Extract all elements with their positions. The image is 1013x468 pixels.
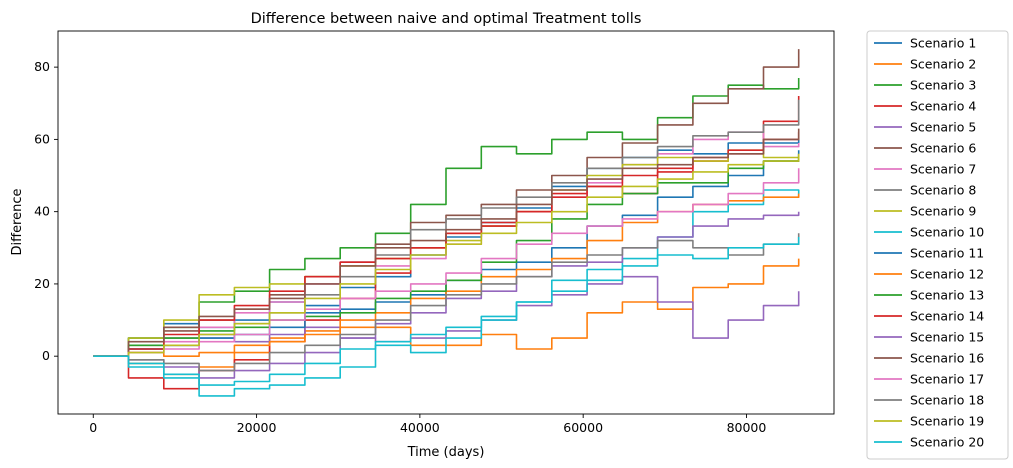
y-tick-label: 40: [34, 204, 50, 219]
legend-label: Scenario 14: [910, 309, 984, 324]
series-line-19: [93, 153, 800, 357]
legend-label: Scenario 20: [910, 435, 984, 450]
legend-label: Scenario 11: [910, 246, 984, 261]
plot-frame: [57, 30, 835, 415]
x-tick-label: 40000: [400, 420, 440, 435]
series-line-17: [93, 168, 800, 357]
legend-label: Scenario 16: [910, 351, 984, 366]
x-tick-label: 60000: [563, 420, 603, 435]
series-line-13: [93, 157, 800, 357]
legend-label: Scenario 12: [910, 267, 984, 282]
legend-label: Scenario 4: [910, 99, 976, 114]
legend-label: Scenario 8: [910, 183, 976, 198]
legend-label: Scenario 18: [910, 393, 984, 408]
y-tick-label: 0: [42, 348, 50, 363]
legend: Scenario 1 Scenario 2 Scenario 3 Scenario 4…: [866, 30, 1009, 460]
legend-label: Scenario 9: [910, 204, 976, 219]
plot-lines: [93, 49, 800, 397]
legend-label: Scenario 6: [910, 141, 976, 156]
series-line-20: [93, 237, 800, 386]
x-axis-label: Time (days): [407, 445, 485, 460]
legend-label: Scenario 7: [910, 162, 976, 177]
legend-label: Scenario 1: [910, 36, 976, 51]
series-line-2: [93, 258, 800, 376]
legend-label: Scenario 5: [910, 120, 976, 135]
chart-title: Difference between naive and optimal Tre…: [251, 11, 642, 27]
legend-label: Scenario 13: [910, 288, 984, 303]
legend-label: Scenario 19: [910, 414, 984, 429]
legend-label: Scenario 15: [910, 330, 984, 345]
legend-label: Scenario 17: [910, 372, 984, 387]
y-axis-ticks: 0 20 40 60 80: [34, 59, 58, 363]
x-axis-ticks: 0 20000 40000 60000 80000: [89, 414, 766, 435]
y-tick-label: 80: [34, 59, 50, 74]
legend-label: Scenario 2: [910, 57, 976, 72]
series-line-18: [93, 233, 800, 372]
y-axis-label: Difference: [10, 188, 25, 255]
x-tick-label: 20000: [237, 420, 277, 435]
y-tick-label: 20: [34, 276, 50, 291]
legend-frame: [866, 30, 1009, 460]
y-tick-label: 60: [34, 131, 50, 146]
legend-label: Scenario 10: [910, 225, 984, 240]
x-tick-label: 0: [89, 420, 97, 435]
series-line-16: [93, 128, 800, 357]
x-tick-label: 80000: [727, 420, 767, 435]
legend-label: Scenario 3: [910, 78, 976, 93]
